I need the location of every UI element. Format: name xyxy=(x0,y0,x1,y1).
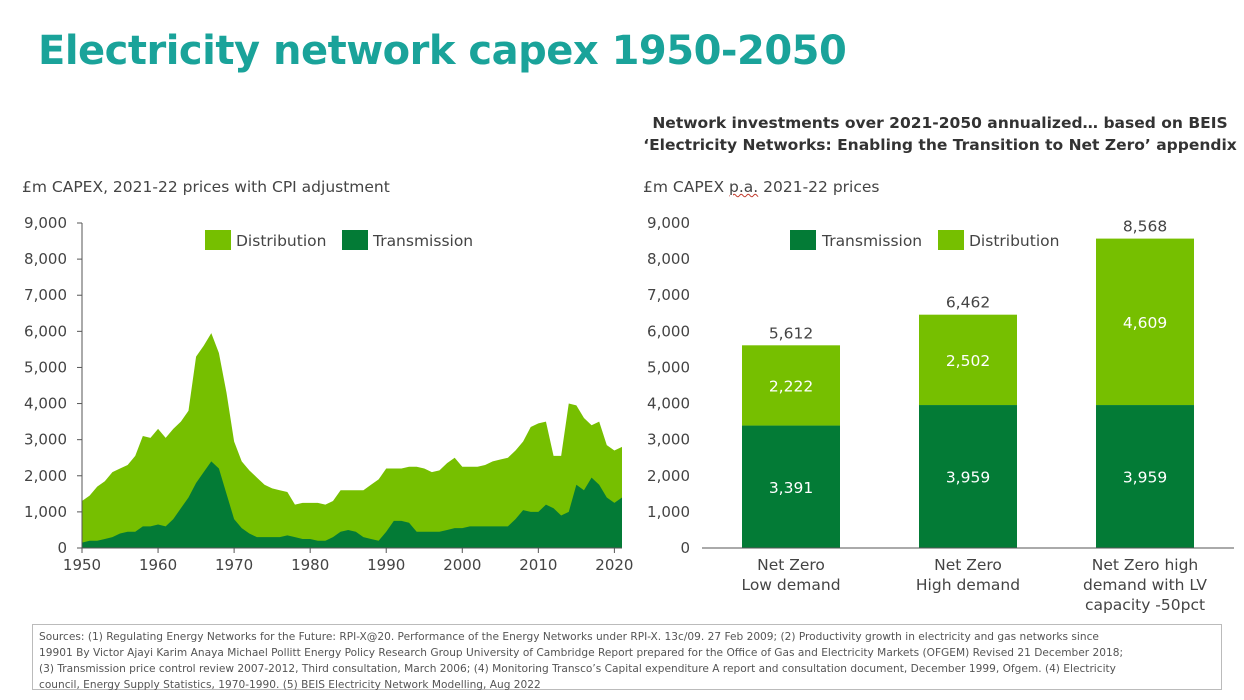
bar-chart: 0 1,000 2,000 3,000 4,000 5,000 6,000 7,000 8,00… xyxy=(647,214,1234,614)
category-label: Low demand xyxy=(741,576,840,594)
y-tick-label: 7,000 xyxy=(24,286,67,304)
sources-line-4: council, Energy Supply Statistics, 1970-… xyxy=(39,679,541,691)
y-tick-label: 2,000 xyxy=(24,467,67,485)
bar-transmission xyxy=(742,425,840,548)
data-label-total: 8,568 xyxy=(1123,218,1167,236)
x-tick-label: 1950 xyxy=(63,556,101,574)
legend-swatch-transmission xyxy=(790,230,816,250)
right-heading-line-2: ‘Electricity Networks: Enabling the Tran… xyxy=(643,136,1237,154)
y-tick-label: 1,000 xyxy=(24,503,67,521)
category-label: demand with LV xyxy=(1083,576,1207,594)
right-subtitle-pa: p.a. xyxy=(729,178,759,196)
right-subtitle-post: 2021-22 prices xyxy=(758,178,880,196)
y-tick-label: 2,000 xyxy=(647,467,690,485)
x-tick-label: 1970 xyxy=(215,556,253,574)
x-tick-label: 2010 xyxy=(519,556,557,574)
y-tick-label: 6,000 xyxy=(647,322,690,340)
bar-distribution xyxy=(742,345,840,426)
page-title: Electricity network capex 1950-2050 xyxy=(38,28,847,74)
y-tick-label: 3,000 xyxy=(647,431,690,449)
category-label: High demand xyxy=(916,576,1020,594)
data-label-total: 5,612 xyxy=(769,324,813,342)
area-chart: 0 1,000 2,000 3,000 4,000 5,000 6,000 7,000 8,00… xyxy=(24,214,633,574)
data-label-distribution: 2,222 xyxy=(769,377,813,395)
sources-box: Sources: (1) Regulating Energy Networks … xyxy=(32,624,1222,691)
data-label-total: 6,462 xyxy=(946,294,990,312)
bar-distribution xyxy=(1096,238,1194,406)
data-label-distribution: 4,609 xyxy=(1123,314,1167,332)
y-tick-label: 4,000 xyxy=(24,395,67,413)
category-label: Net Zero xyxy=(757,556,825,574)
sources-line-2: 19901 By Victor Ajayi Karim Anaya Michae… xyxy=(39,647,1124,659)
right-chart-subtitle: £m CAPEX p.a. 2021-22 prices xyxy=(643,178,879,196)
bar-transmission xyxy=(1096,405,1194,548)
y-tick-label: 1,000 xyxy=(647,503,690,521)
x-tick-label: 2000 xyxy=(443,556,481,574)
data-label-transmission: 3,959 xyxy=(1123,469,1167,487)
left-chart-subtitle: £m CAPEX, 2021-22 prices with CPI adjust… xyxy=(22,178,390,196)
legend-label-distribution: Distribution xyxy=(969,232,1059,250)
legend-swatch-distribution xyxy=(938,230,964,250)
legend-label-transmission: Transmission xyxy=(372,232,473,250)
y-tick-label: 8,000 xyxy=(647,250,690,268)
bar-transmission xyxy=(919,405,1017,548)
x-tick-label: 1990 xyxy=(367,556,405,574)
bar-distribution xyxy=(919,314,1017,406)
data-label-distribution: 2,502 xyxy=(946,352,990,370)
y-tick-label: 5,000 xyxy=(24,358,67,376)
y-tick-label: 0 xyxy=(680,539,690,557)
y-tick-label: 3,000 xyxy=(24,431,67,449)
legend-swatch-distribution xyxy=(205,230,231,250)
y-tick-label: 8,000 xyxy=(24,250,67,268)
x-tick-label: 2020 xyxy=(595,556,633,574)
category-label: capacity -50pct xyxy=(1085,596,1205,614)
sources-line-1: Sources: (1) Regulating Energy Networks … xyxy=(39,631,1099,643)
right-heading-line-1: Network investments over 2021-2050 annua… xyxy=(652,114,1228,132)
x-tick-label: 1960 xyxy=(139,556,177,574)
legend-swatch-transmission xyxy=(342,230,368,250)
sources-line-3: (3) Transmission price control review 20… xyxy=(39,663,1116,675)
y-tick-label: 5,000 xyxy=(647,358,690,376)
legend-label-distribution: Distribution xyxy=(236,232,326,250)
y-tick-label: 9,000 xyxy=(647,214,690,232)
data-label-transmission: 3,391 xyxy=(769,479,813,497)
y-tick-label: 6,000 xyxy=(24,322,67,340)
legend-label-transmission: Transmission xyxy=(821,232,922,250)
data-label-transmission: 3,959 xyxy=(946,469,990,487)
x-tick-label: 1980 xyxy=(291,556,329,574)
y-tick-label: 9,000 xyxy=(24,214,67,232)
right-subtitle-pre: £m CAPEX xyxy=(643,178,729,196)
y-tick-label: 4,000 xyxy=(647,395,690,413)
y-tick-label: 0 xyxy=(57,539,67,557)
y-tick-label: 7,000 xyxy=(647,286,690,304)
category-label: Net Zero high xyxy=(1092,556,1199,574)
right-chart-heading: Network investments over 2021-2050 annua… xyxy=(640,112,1240,156)
category-label: Net Zero xyxy=(934,556,1002,574)
